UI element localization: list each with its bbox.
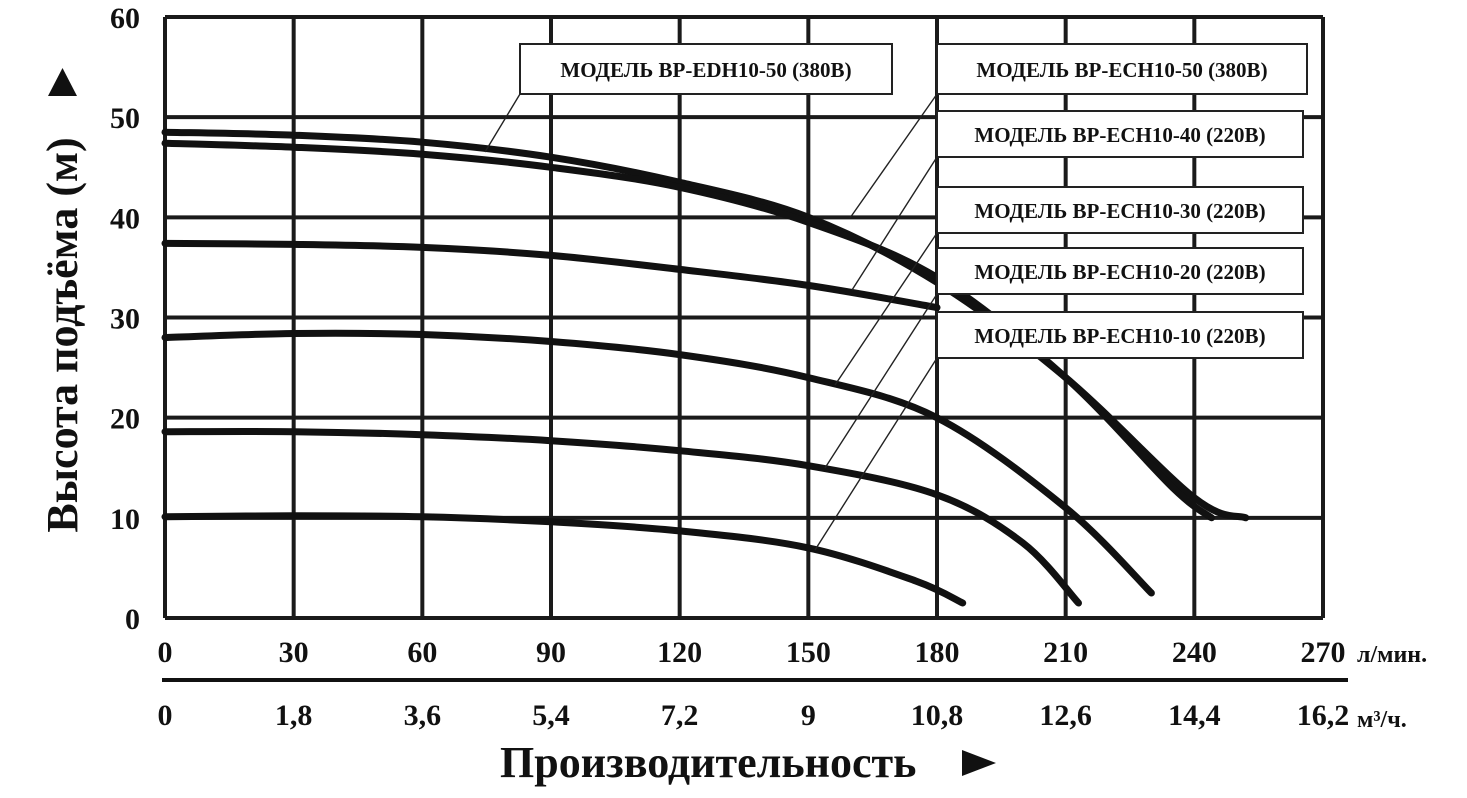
y-tick-label: 20	[110, 403, 140, 436]
legend-entry-label: МОДЕЛЬ BP-ECH10-10 (220В)	[974, 324, 1265, 348]
axis-ticks: 0 10 20 30 40 50 60 0 30 60 90 120 150 180 210 240 270 0 1…	[110, 2, 1349, 732]
curve-ech10-10	[161, 512, 967, 607]
x-tick-label-primary: 210	[1043, 636, 1088, 669]
x-tick-label-primary: 120	[657, 636, 702, 669]
curve-ech10-20	[161, 427, 1082, 607]
y-tick-label: 0	[125, 603, 140, 636]
legend-box-edh10-50	[519, 43, 893, 95]
legend-box-ech10-40	[936, 110, 1304, 158]
legend-entry-label: МОДЕЛЬ BP-EDH10-50 (380В)	[560, 58, 851, 82]
x-tick-label-secondary: 10,8	[911, 699, 964, 732]
y-tick-label: 40	[110, 202, 140, 235]
legend-box-ech10-30	[936, 186, 1304, 234]
x-tick-label-primary: 30	[279, 636, 309, 669]
legend: МОДЕЛЬ BP-EDH10-50 (380В) МОДЕЛЬ BP-ECH10…	[519, 43, 1308, 359]
legend-box-ech10-10	[936, 311, 1304, 359]
legend-box-ech10-20	[936, 247, 1304, 295]
x-axis-arrow-icon	[962, 750, 996, 776]
performance-curves	[161, 128, 1250, 607]
x-tick-label-secondary: 7,2	[661, 699, 699, 732]
y-tick-label: 60	[110, 2, 140, 35]
x-tick-label-primary: 0	[158, 636, 173, 669]
legend-entry-label: МОДЕЛЬ BP-ECH10-40 (220В)	[974, 123, 1265, 147]
x-tick-label-primary: 180	[915, 636, 960, 669]
y-axis-title: Высота подъёма (м)	[38, 137, 87, 532]
legend-box-ech10-50	[936, 43, 1308, 95]
legend-leader-line	[834, 232, 938, 386]
legend-entry-label: МОДЕЛЬ BP-ECH10-50 (380В)	[976, 58, 1267, 82]
legend-entry-label: МОДЕЛЬ BP-ECH10-30 (220В)	[974, 199, 1265, 223]
x-tick-label-secondary: 0	[158, 699, 173, 732]
curve-ech10-30	[161, 329, 1155, 597]
x-tick-label-secondary: 9	[801, 699, 816, 732]
x-tick-label-primary: 150	[786, 636, 831, 669]
x-tick-label-secondary: 14,4	[1168, 699, 1221, 732]
x-tick-label-secondary: 12,6	[1039, 699, 1092, 732]
x-tick-label-secondary: 1,8	[275, 699, 313, 732]
curve-ech10-50	[161, 139, 1215, 522]
x-unit-secondary: м³/ч.	[1357, 707, 1407, 733]
x-unit-primary: л/мин.	[1357, 642, 1427, 668]
x-tick-label-primary: 90	[536, 636, 566, 669]
legend-leader-line	[849, 93, 938, 219]
x-tick-label-secondary: 3,6	[404, 699, 442, 732]
x-tick-label-primary: 60	[407, 636, 437, 669]
legend-leader-line	[824, 293, 938, 469]
x-tick-label-secondary: 5,4	[532, 699, 570, 732]
legend-leader-line	[484, 93, 521, 153]
x-tick-label-primary: 270	[1301, 636, 1346, 669]
y-axis-arrow-icon	[48, 68, 77, 96]
curve-ech10-40	[161, 239, 941, 311]
legend-leader-line	[851, 156, 938, 291]
x-tick-label-secondary: 16,2	[1297, 699, 1350, 732]
y-tick-label: 10	[110, 503, 140, 536]
legend-entry-label: МОДЕЛЬ BP-ECH10-20 (220В)	[974, 260, 1265, 284]
y-tick-label: 30	[110, 303, 140, 336]
x-axis-title: Производительность	[500, 738, 916, 787]
x-tick-label-primary: 240	[1172, 636, 1217, 669]
legend-leader-line	[814, 357, 938, 551]
legend-leader-lines	[484, 93, 938, 551]
y-tick-label: 50	[110, 102, 140, 135]
